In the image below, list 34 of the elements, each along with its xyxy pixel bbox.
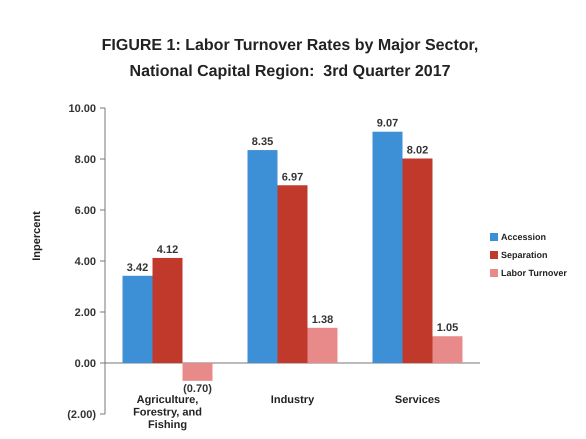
bar <box>122 276 152 363</box>
y-tick-label: (2.00) <box>67 409 96 421</box>
y-tick-label: 2.00 <box>74 307 96 319</box>
data-label: 4.12 <box>156 244 178 256</box>
data-label: 1.38 <box>312 314 334 326</box>
legend-label: Accession <box>501 232 546 242</box>
bar <box>432 336 462 363</box>
y-tick-label: 8.00 <box>74 154 96 166</box>
y-tick-label: 6.00 <box>74 205 96 217</box>
bar <box>308 328 338 363</box>
bar <box>372 132 402 363</box>
bar <box>278 185 308 363</box>
data-label: 8.02 <box>406 144 428 156</box>
data-label: 6.97 <box>282 171 304 184</box>
legend-label: Separation <box>501 250 548 260</box>
y-axis-title: Inpercent <box>31 210 43 261</box>
data-label: 3.42 <box>126 262 148 274</box>
data-label: (0.70) <box>183 382 212 395</box>
bar <box>152 258 182 363</box>
data-label: 1.05 <box>436 322 458 334</box>
y-tick-label: 0.00 <box>74 358 96 370</box>
y-tick-label: 10.00 <box>68 103 96 115</box>
bar <box>248 150 278 363</box>
data-label: 9.07 <box>376 118 398 130</box>
x-tick-label: Agriculture, Forestry, and Fishing <box>133 394 202 431</box>
bar <box>182 363 212 381</box>
legend-label: Labor Turnover <box>501 268 568 278</box>
x-tick-label: Industry <box>270 394 316 406</box>
chart-subtitle: National Capital Region: 3rd Quarter 2017 <box>130 63 451 80</box>
data-label: 8.35 <box>252 136 274 148</box>
y-tick-label: 4.00 <box>74 256 96 268</box>
x-tick-label: Services <box>394 394 440 406</box>
chart-title: FIGURE 1: Labor Turnover Rates by Major Sector, <box>102 37 478 54</box>
bar <box>402 158 432 363</box>
